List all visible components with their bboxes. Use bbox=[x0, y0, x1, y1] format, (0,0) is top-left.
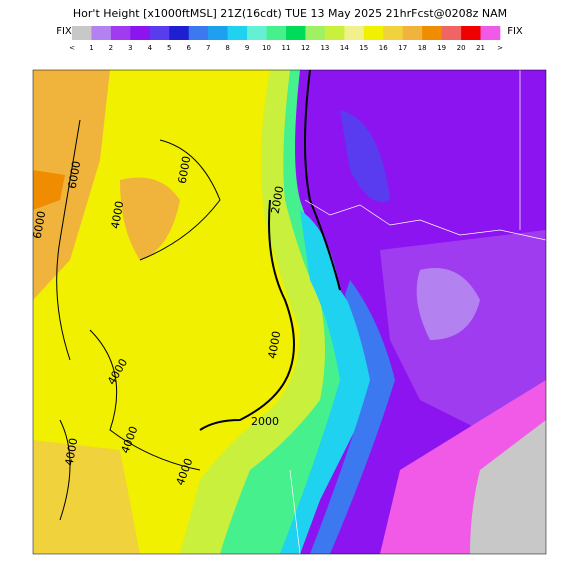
colorbar: <1 2 3 4 5 6 7 8 9 10 11 12 13 14 15 16 17 18 19 20 21 > bbox=[69, 26, 503, 52]
colorbar-cell bbox=[169, 26, 190, 40]
colorbar-tick-label: 4 bbox=[148, 44, 153, 52]
colorbar-cell bbox=[422, 26, 442, 40]
colorbar-tick-label: 2 bbox=[109, 44, 113, 52]
colorbar-tick-label: 12 bbox=[301, 44, 310, 52]
colorbar-tick-label: 3 bbox=[128, 44, 132, 52]
colorbar-tick-label: 21 bbox=[476, 44, 485, 52]
colorbar-tick-label: 19 bbox=[437, 44, 446, 52]
map-title: Hor't Height [x1000ftMSL] 21Z(16cdt) TUE… bbox=[73, 7, 507, 20]
colorbar-cell bbox=[72, 26, 92, 40]
contour-label: 2000 bbox=[269, 185, 287, 215]
colorbar-tick-label: 11 bbox=[282, 44, 291, 52]
colorbar-cell bbox=[324, 26, 345, 40]
colorbar-tick-label: 1 bbox=[89, 44, 93, 52]
colorbar-cell bbox=[402, 26, 423, 40]
colorbar-cell bbox=[247, 26, 267, 40]
colorbar-cell bbox=[91, 26, 112, 40]
contour-label: 6000 bbox=[176, 155, 194, 185]
map bbox=[32, 69, 547, 555]
contour-label: 4000 bbox=[266, 330, 284, 360]
colorbar-cell bbox=[480, 26, 501, 40]
colorbar-cell bbox=[130, 26, 151, 40]
colorbar-tick-label: 20 bbox=[457, 44, 466, 52]
contour-label: 6000 bbox=[66, 160, 84, 190]
contour-label: 2000 bbox=[251, 415, 279, 428]
colorbar-cell bbox=[208, 26, 228, 40]
contour-label: 4000 bbox=[63, 437, 81, 467]
colorbar-cell bbox=[383, 26, 404, 40]
colorbar-tick-label: 15 bbox=[359, 44, 368, 52]
colorbar-tick-label: 17 bbox=[398, 44, 407, 52]
colorbar-cell bbox=[441, 26, 462, 40]
colorbar-tick-label: < bbox=[69, 44, 75, 52]
colorbar-cell bbox=[286, 26, 306, 40]
colorbar-right-label: FIX bbox=[507, 26, 523, 37]
colorbar-tick-label: > bbox=[497, 44, 503, 52]
colorbar-tick-label: 9 bbox=[245, 44, 249, 52]
colorbar-tick-label: 18 bbox=[418, 44, 427, 52]
colorbar-tick-label: 16 bbox=[379, 44, 388, 52]
colorbar-cell bbox=[363, 26, 384, 40]
colorbar-tick-label: 8 bbox=[225, 44, 229, 52]
colorbar-left-label: FIX bbox=[56, 26, 72, 37]
colorbar-tick-label: 10 bbox=[262, 44, 271, 52]
colorbar-cell bbox=[110, 26, 131, 40]
colorbar-tick-label: 7 bbox=[206, 44, 210, 52]
colorbar-cell bbox=[344, 26, 365, 40]
colorbar-cell bbox=[227, 26, 248, 40]
contour-label: 6000 bbox=[31, 210, 49, 240]
contour-label: 4000 bbox=[109, 200, 127, 230]
colorbar-tick-label: 14 bbox=[340, 44, 349, 52]
colorbar-cell bbox=[149, 26, 170, 40]
colorbar-cell bbox=[305, 26, 326, 40]
colorbar-tick-label: 6 bbox=[186, 44, 191, 52]
colorbar-tick-label: 5 bbox=[167, 44, 171, 52]
colorbar-tick-label: 13 bbox=[320, 44, 329, 52]
colorbar-cell bbox=[461, 26, 481, 40]
colorbar-cell bbox=[266, 26, 287, 40]
colorbar-cell bbox=[188, 26, 209, 40]
